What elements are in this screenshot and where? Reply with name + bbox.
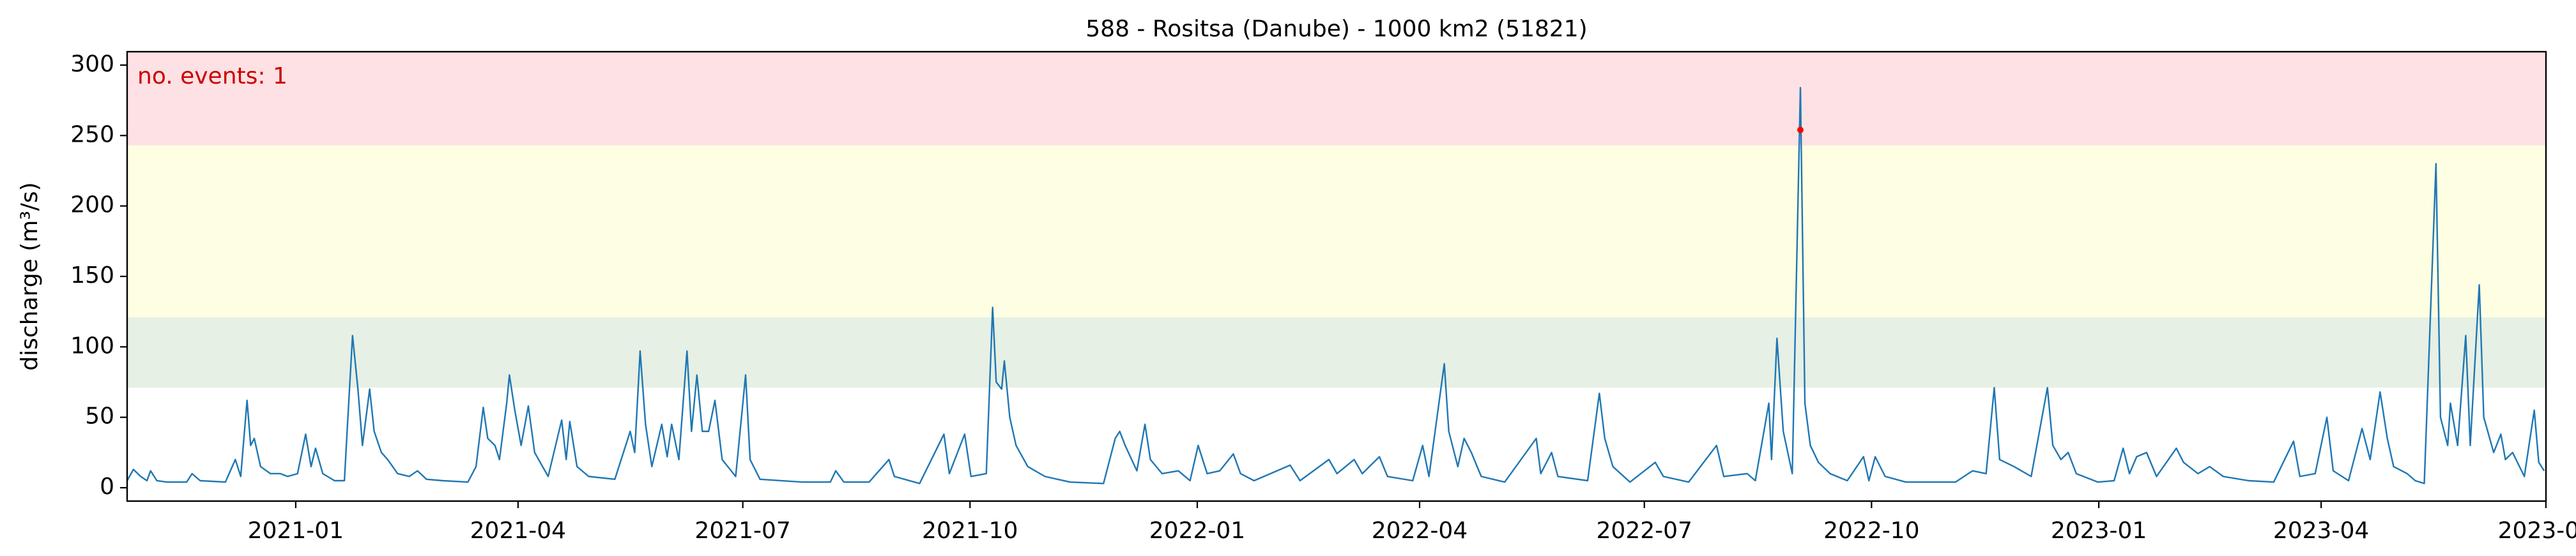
y-tick-label: 200 <box>70 192 114 218</box>
y-tick-label: 150 <box>70 262 114 289</box>
plot-area <box>127 52 2546 485</box>
event-count: no. events: 1 <box>137 63 288 89</box>
threshold-band <box>127 145 2546 318</box>
x-tick-label: 2021-10 <box>922 518 1018 544</box>
y-tick-label: 100 <box>70 333 114 359</box>
y-tick-label: 250 <box>70 121 114 147</box>
threshold-band <box>127 52 2546 146</box>
y-tick-label: 0 <box>100 474 114 500</box>
y-tick-label: 300 <box>70 51 114 77</box>
discharge-line <box>127 87 2545 485</box>
x-tick-label: 2021-04 <box>470 518 566 544</box>
chart-title: 588 - Rositsa (Danube) - 1000 km2 (51821… <box>1085 16 1587 42</box>
x-tick-label: 2023-04 <box>2273 518 2369 544</box>
x-tick-label: 2021-07 <box>694 518 790 544</box>
x-tick-label: 2022-01 <box>1149 518 1245 544</box>
event-point <box>1797 126 1804 133</box>
y-tick-label: 50 <box>85 403 114 430</box>
x-tick-label: 2022-04 <box>1372 518 1468 544</box>
x-tick-label: 2022-07 <box>1597 518 1692 544</box>
threshold-band <box>127 317 2546 388</box>
x-tick-label: 2021-01 <box>248 518 344 544</box>
x-tick-label: 2023-07 <box>2498 518 2576 544</box>
y-axis-label: discharge (m³/s) <box>17 182 43 370</box>
x-tick-label: 2022-10 <box>1823 518 1919 544</box>
x-tick-label: 2023-01 <box>2051 518 2147 544</box>
